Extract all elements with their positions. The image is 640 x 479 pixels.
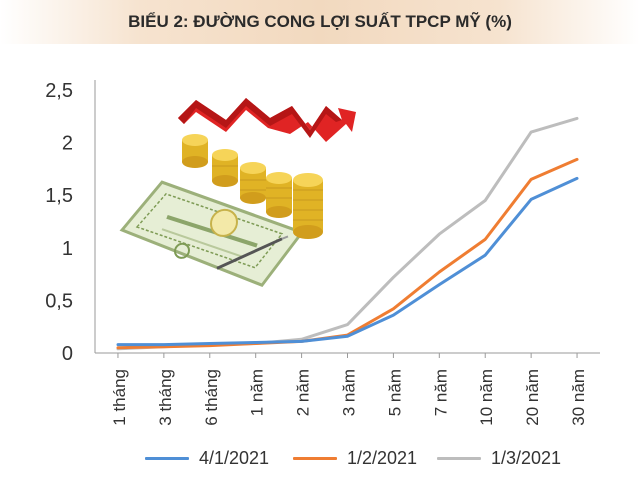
x-tick-label: 3 năm [340, 369, 359, 416]
legend-swatch-series-3 [437, 456, 481, 460]
coin-stacks-icon [182, 134, 323, 239]
legend-swatch-series-2 [293, 456, 337, 460]
y-tick-label: 2 [62, 133, 73, 155]
legend-item-series-1: 4/1/2021 [145, 446, 269, 470]
legend-label-series-1: 4/1/2021 [199, 447, 270, 468]
y-tick-label: 0,5 [45, 290, 73, 312]
x-tick-label: 20 năm [523, 369, 542, 426]
series-line-1 [116, 176, 579, 347]
y-tick-label: 2,5 [45, 80, 73, 102]
chart-title: BIỂU 2: ĐƯỜNG CONG LỢI SUẤT TPCP MỸ (%) [128, 12, 512, 31]
y-tick-label: 1 [62, 238, 73, 260]
bond-illustration [119, 98, 356, 288]
chart-legend: 4/1/2021 1/2/2021 1/3/2021 [0, 446, 640, 470]
red-arrow-icon [178, 98, 356, 142]
y-tick-label: 1,5 [45, 185, 73, 207]
y-tick-label: 0 [62, 343, 73, 365]
x-tick-label: 3 tháng [156, 369, 175, 426]
chart-series [116, 116, 579, 351]
x-tick-label: 2 năm [294, 369, 313, 416]
x-tick-label: 7 năm [431, 369, 450, 416]
legend-item-series-2: 1/2/2021 [293, 446, 417, 470]
legend-item-series-3: 1/3/2021 [437, 446, 561, 470]
chart-axes: 0 0,5 1 1,5 2 2,5 1 tháng 3 tháng 6 tháng 1 năm 2 … [45, 80, 600, 426]
legend-label-series-2: 1/2/2021 [347, 447, 418, 468]
x-tick-label: 30 năm [569, 369, 588, 426]
x-tick-label: 5 năm [385, 369, 404, 416]
x-tick-label: 1 tháng [110, 369, 129, 426]
legend-label-series-3: 1/3/2021 [491, 447, 562, 468]
legend-swatch-series-1 [145, 456, 189, 460]
x-tick-label: 1 năm [248, 369, 267, 416]
x-tick-label: 10 năm [477, 369, 496, 426]
title-banner [0, 0, 640, 44]
x-tick-label: 6 tháng [202, 369, 221, 426]
